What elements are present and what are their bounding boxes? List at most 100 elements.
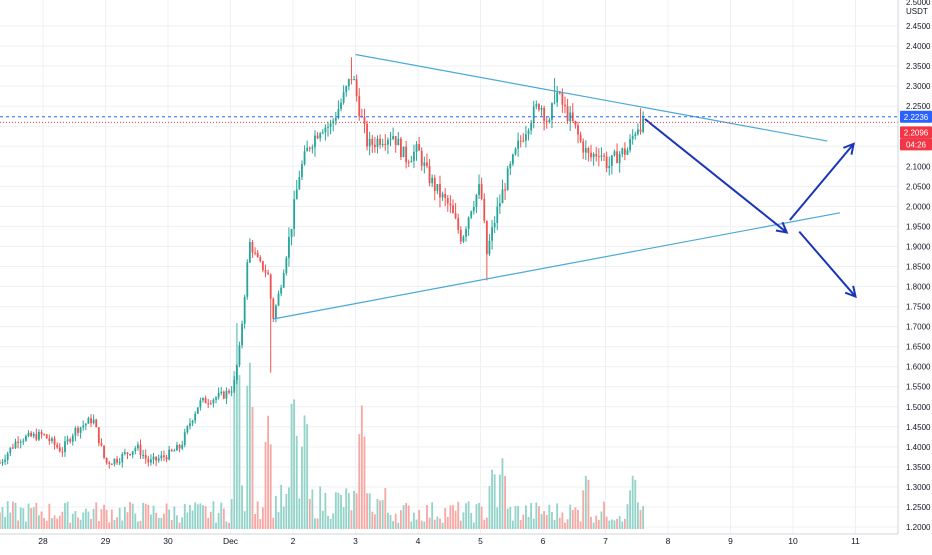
candle-body (498, 203, 501, 207)
volume-bar (254, 514, 256, 529)
volume-bar (574, 507, 577, 529)
candle-body (144, 455, 147, 459)
candle-body (131, 451, 134, 455)
volume-bar (181, 517, 184, 529)
candle-body (30, 432, 33, 437)
candle-body (334, 118, 337, 121)
volume-bar (113, 519, 116, 529)
candle-body (61, 451, 64, 453)
volume-bar (483, 519, 486, 529)
candle-body (14, 441, 17, 448)
volume-bar (493, 474, 496, 529)
last-price-badge: 2.2236 (904, 113, 929, 122)
volume-bar (105, 509, 108, 529)
volume-bar (597, 519, 600, 529)
volume-bar (321, 510, 324, 529)
volume-bar (517, 505, 520, 529)
candle-body (152, 456, 155, 460)
volume-bar (19, 507, 22, 529)
volume-bar (288, 487, 290, 529)
volume-bar (241, 485, 243, 529)
volume-bar (405, 503, 408, 529)
candle-body (163, 455, 165, 458)
candle-body (121, 453, 124, 463)
volume-bar (410, 521, 413, 529)
volume-bar (123, 506, 126, 529)
time-tick-label: Dec (223, 536, 239, 546)
volume-bar (82, 512, 85, 529)
volume-bar (147, 504, 150, 529)
volume-bar (564, 522, 566, 529)
volume-bar (535, 502, 538, 529)
candle-body (379, 138, 381, 145)
volume-bar (152, 505, 155, 529)
volume-bar (129, 502, 131, 529)
volume-bar (222, 508, 225, 529)
candle-body (483, 198, 486, 221)
candle-body (126, 452, 129, 455)
volume-bar (350, 510, 353, 529)
candle-body (511, 154, 514, 165)
candle-body (389, 139, 392, 141)
volume-bar (439, 518, 441, 529)
candle-body (548, 119, 551, 123)
candle-body (376, 138, 379, 148)
candle-body (574, 120, 577, 126)
candle-body (35, 433, 38, 440)
candle-body (558, 92, 561, 94)
volume-bar (511, 520, 514, 529)
volume-bar (17, 520, 20, 529)
time-tick-label: 2 (291, 536, 296, 546)
candle-body (363, 116, 366, 124)
price-tick-label: 1.9000 (906, 242, 931, 251)
price-tick-label: 2.4000 (906, 42, 931, 51)
volume-bar (186, 512, 189, 529)
volume-bar (97, 521, 100, 529)
candle-body (446, 197, 449, 204)
volume-bar (376, 498, 379, 529)
candle-body (267, 272, 270, 275)
candle-body (475, 194, 478, 207)
volume-bar (116, 517, 118, 529)
candle-body (433, 177, 436, 191)
price-tick-label: 1.4500 (906, 423, 931, 432)
volume-bar (30, 508, 33, 529)
candle-body (415, 144, 418, 152)
candle-body (199, 400, 202, 408)
candle-body (22, 440, 25, 442)
candle-body (324, 127, 327, 133)
volume-bar (144, 503, 147, 529)
volume-bar (32, 507, 35, 529)
time-tick-label: 9 (728, 536, 733, 546)
volume-bar (108, 522, 111, 529)
volume-bar (267, 415, 270, 529)
candle-body (118, 462, 121, 464)
volume-bar (470, 512, 473, 529)
currency-label: USDT (906, 7, 928, 16)
volume-bar (462, 512, 465, 529)
volume-bar (610, 519, 613, 529)
volume-bar (95, 502, 98, 529)
volume-bar (504, 476, 506, 529)
volume-bar (444, 508, 447, 529)
volume-bar (319, 486, 322, 529)
volume-bar (282, 506, 285, 529)
volume-bar (199, 503, 202, 529)
volume-bar (623, 518, 626, 529)
drawings (272, 53, 857, 320)
candle-body (17, 441, 20, 443)
candle-body (314, 135, 316, 148)
volume-bar (272, 517, 275, 529)
candle-body (38, 432, 40, 440)
volume-bar (642, 506, 645, 529)
candle-body (413, 151, 415, 161)
volume-bar (358, 434, 361, 529)
volume-bar (243, 511, 246, 529)
candle-body (215, 397, 217, 400)
candle-body (235, 365, 238, 381)
volume-bar (228, 522, 230, 529)
candles (0, 57, 645, 469)
